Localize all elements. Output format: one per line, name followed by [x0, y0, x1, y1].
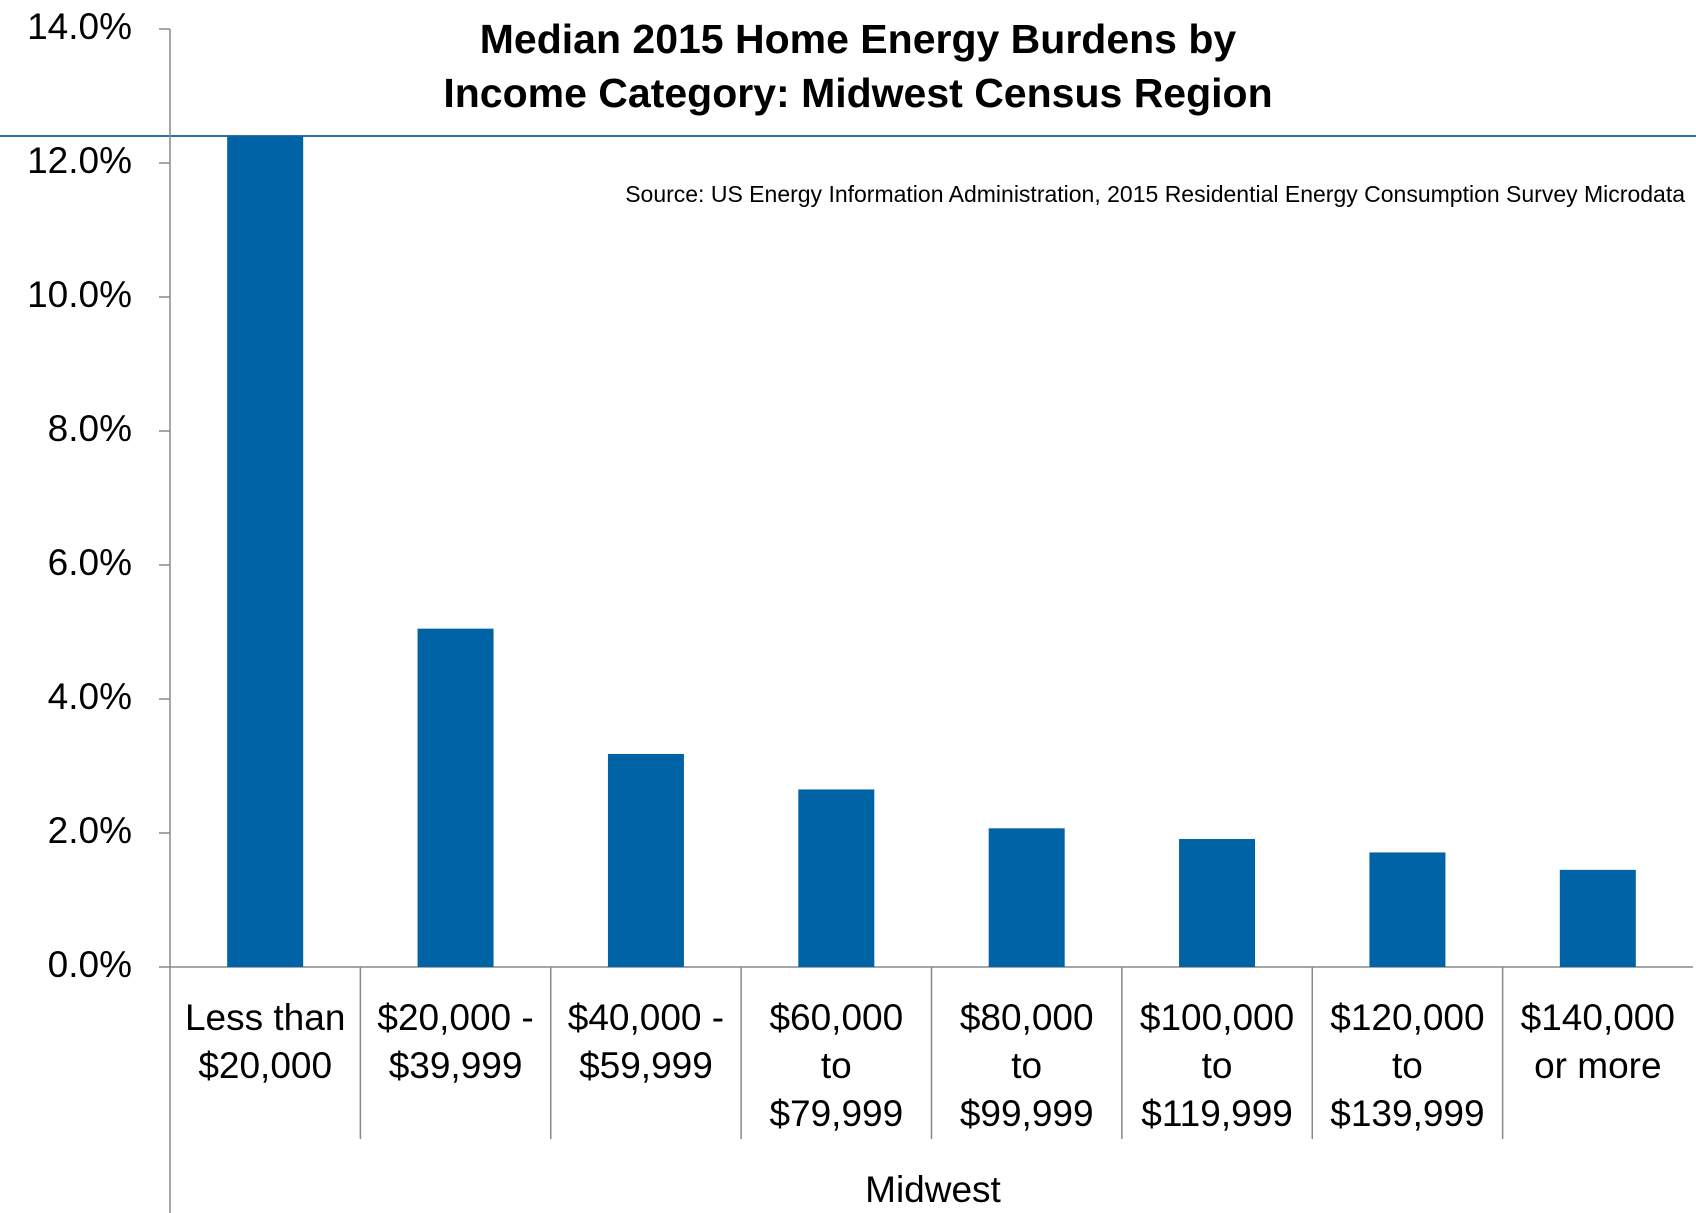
chart-title: Income Category: Midwest Census Region	[443, 70, 1272, 116]
bar	[798, 789, 875, 967]
chart-title: Median 2015 Home Energy Burdens by	[480, 16, 1237, 62]
x-tick-label: $20,000 - $39,999	[377, 997, 534, 1086]
bar	[988, 828, 1065, 967]
bar	[1179, 839, 1256, 967]
y-tick-label: 8.0%	[48, 408, 132, 449]
bar	[1559, 869, 1636, 967]
x-tick-label: $140,000 or more	[1520, 997, 1675, 1086]
y-tick-label: 4.0%	[48, 676, 132, 717]
y-tick-label: 6.0%	[48, 542, 132, 583]
source-note: Source: US Energy Information Administra…	[625, 181, 1685, 207]
x-tick-label: $80,000 to $99,999	[959, 997, 1094, 1134]
x-tick-label: $40,000 - $59,999	[567, 997, 725, 1086]
bar	[607, 753, 684, 967]
x-tick-label: $100,000 to $119,999	[1139, 997, 1295, 1134]
y-tick-label: 2.0%	[48, 810, 132, 851]
y-tick-label: 10.0%	[27, 274, 132, 315]
x-axis-label: Midwest	[865, 1169, 1001, 1210]
bar	[1369, 852, 1446, 967]
x-tick-label: $120,000 to $139,999	[1330, 997, 1485, 1134]
bar	[417, 628, 494, 967]
x-tick-label: $60,000 to $79,999	[769, 997, 904, 1134]
x-tick-label: Less than $20,000	[184, 997, 346, 1086]
y-tick-label: 0.0%	[48, 944, 132, 985]
y-tick-label: 12.0%	[27, 140, 132, 181]
y-tick-label: 14.0%	[27, 6, 132, 47]
bar	[227, 136, 304, 967]
